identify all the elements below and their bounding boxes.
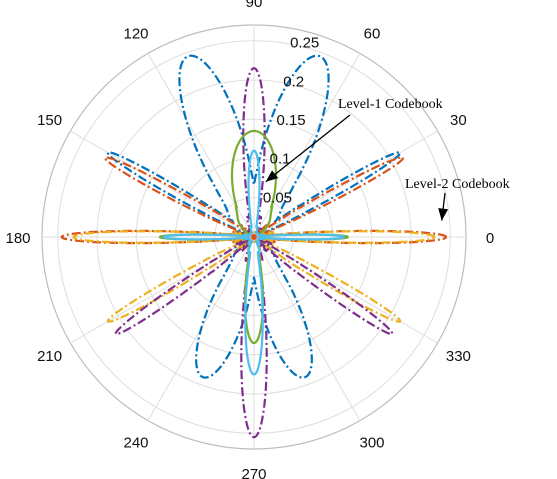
angle-tick-label: 60 xyxy=(364,26,381,43)
angle-tick-label: 90 xyxy=(246,0,263,11)
angle-tick-label: 330 xyxy=(446,348,471,365)
angle-tick-label: 240 xyxy=(123,434,148,451)
annotation-level2-text: Level-2 Codebook xyxy=(405,177,510,192)
angle-grid-spoke xyxy=(253,130,438,238)
angle-grid-spoke xyxy=(70,130,255,238)
angle-tick-label: 30 xyxy=(450,112,467,129)
series-layer xyxy=(60,54,448,439)
center-marker xyxy=(251,234,257,240)
tick-label-layer: 0 30 60 90 120 150 180 210 240 270 300 330 0.05 0.1 0.… xyxy=(5,0,494,479)
angle-grid-spoke xyxy=(253,236,438,344)
annotation-level1-arrow xyxy=(265,114,351,183)
annotation-level2-arrow-head xyxy=(438,208,449,221)
radial-tick-label: 0.15 xyxy=(276,112,305,129)
angle-tick-label: 210 xyxy=(37,348,62,365)
series-curve-6 xyxy=(162,149,345,376)
series-curve-4 xyxy=(114,67,394,439)
annotation-layer: Level-1 Codebook Level-2 Codebook xyxy=(265,97,510,221)
angle-tick-label: 120 xyxy=(123,26,148,43)
angle-tick-label: 180 xyxy=(5,230,30,247)
angle-tick-label: 0 xyxy=(486,230,494,247)
angle-tick-label: 150 xyxy=(37,112,62,129)
annotation-level1-arrow-head xyxy=(265,170,279,182)
radial-tick-label: 0.2 xyxy=(283,73,304,90)
angle-grid-spoke xyxy=(70,236,255,344)
annotation-level1-text: Level-1 Codebook xyxy=(338,97,443,112)
angle-tick-label: 300 xyxy=(359,434,384,451)
radial-tick-label: 0.25 xyxy=(290,35,319,52)
radial-tick-label: 0.05 xyxy=(263,189,292,206)
angle-tick-label: 270 xyxy=(241,466,266,479)
radial-tick-label: 0.1 xyxy=(270,151,291,168)
